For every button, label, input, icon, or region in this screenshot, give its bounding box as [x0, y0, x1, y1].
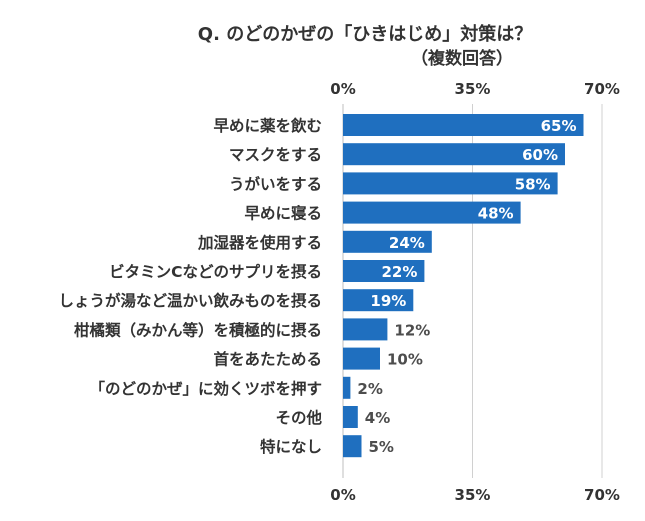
category-label: 特になし	[260, 437, 322, 456]
value-label: 2%	[357, 380, 382, 398]
value-label: 22%	[381, 263, 417, 281]
bar	[343, 318, 388, 341]
tick-label-bottom: 35%	[455, 486, 491, 504]
bar	[343, 230, 432, 253]
bar	[343, 172, 558, 195]
category-labels: 早めに薬を飲むマスクをするうがいをする早めに寝る加湿器を使用するビタミンCなどの…	[58, 116, 322, 456]
bar	[343, 406, 358, 428]
bar	[343, 347, 380, 370]
category-label: 柑橘類（みかん等）を積極的に摂る	[74, 320, 322, 339]
value-label: 19%	[370, 292, 406, 310]
tick-label-bottom: 0%	[330, 486, 355, 504]
tick-label-top: 0%	[330, 80, 355, 98]
value-label: 12%	[394, 321, 430, 339]
value-labels: 65% 60% 58%48% 24% 22% 19% 12% 10% 2% 4% 5%	[357, 117, 576, 456]
tick-label-bottom: 70%	[584, 486, 620, 504]
tick-label-top: 70%	[584, 80, 620, 98]
bar	[343, 114, 584, 136]
chart-subtitle: （複数回答）	[411, 48, 513, 69]
top-tick-labels: 0% 35% 70%	[330, 80, 620, 98]
bar	[343, 435, 362, 458]
category-label: 加湿器を使用する	[197, 233, 322, 252]
value-label: 5%	[369, 438, 394, 456]
value-label: 48%	[478, 205, 514, 223]
bar	[343, 289, 414, 312]
bar	[343, 376, 351, 399]
category-label: 首をあたためる	[213, 350, 322, 369]
value-label: 58%	[515, 175, 551, 193]
category-label: しょうが湯など温かい飲みものを摂る	[58, 291, 322, 310]
category-label: 「のどのかぜ」に効くツボを押す	[89, 379, 322, 398]
category-label: 早めに寝る	[244, 204, 322, 223]
bar	[343, 201, 521, 224]
category-label: 早めに薬を飲む	[213, 116, 322, 135]
category-label: マスクをする	[229, 146, 322, 164]
tick-label-top: 35%	[455, 80, 491, 98]
value-label: 10%	[387, 351, 423, 369]
bar	[343, 260, 425, 282]
value-label: 65%	[541, 117, 577, 135]
value-label: 4%	[365, 409, 390, 427]
category-label: その他	[275, 408, 322, 427]
bars	[343, 114, 584, 458]
category-label: うがいをする	[229, 174, 322, 193]
bottom-tick-labels: 0% 35% 70%	[330, 486, 620, 504]
category-label: ビタミンCなどのサプリを摂る	[109, 262, 322, 281]
value-label: 24%	[389, 234, 425, 252]
chart-title: Q. のどのかぜの「ひきはじめ」対策は？	[198, 23, 532, 45]
bar	[343, 143, 565, 166]
value-label: 60%	[522, 146, 558, 164]
